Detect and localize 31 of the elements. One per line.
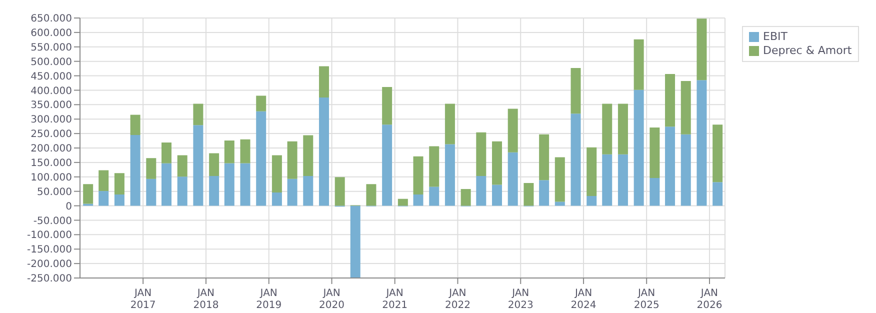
y-tick-label: 650.000 <box>30 14 72 25</box>
x-tick-label: JAN 2022 <box>445 288 470 311</box>
y-tick-label: 100.000 <box>30 172 72 184</box>
x-tick-label: JAN 2017 <box>130 288 156 311</box>
y-tick-label: 0 <box>66 201 72 212</box>
legend-label: Deprec & Amort <box>763 44 852 58</box>
x-tick-label: JAN 2024 <box>570 288 596 311</box>
legend-label: EBIT <box>763 30 788 44</box>
y-tick-label: 200.000 <box>30 144 72 155</box>
y-tick-label: -200.000 <box>27 259 72 270</box>
x-tick-label: JAN 2021 <box>382 288 408 311</box>
y-tick-label: -150.000 <box>27 244 72 256</box>
y-tick-label: 450.000 <box>30 71 72 82</box>
y-tick-label: -250.000 <box>27 274 72 285</box>
y-tick-label: 400.000 <box>30 86 72 97</box>
y-tick-label: 550.000 <box>30 42 72 54</box>
y-tick-label: 250.000 <box>30 129 72 140</box>
x-tick-label: JAN 2019 <box>256 288 282 311</box>
x-tick-label: JAN 2023 <box>508 288 534 311</box>
y-tick-label: 50.000 <box>37 186 72 198</box>
y-tick-label: 350.000 <box>30 100 72 112</box>
x-tick-label: JAN 2018 <box>193 288 219 311</box>
y-tick-label: 150.000 <box>30 158 72 169</box>
x-tick-label: JAN 2026 <box>696 288 722 311</box>
x-tick-label: JAN 2025 <box>634 288 660 311</box>
y-tick-label: -50.000 <box>33 216 72 227</box>
y-tick-label: 500.000 <box>30 56 72 68</box>
x-tick-label: JAN 2020 <box>319 288 344 311</box>
y-tick-label: -100.000 <box>27 230 72 242</box>
y-tick-label: 300.000 <box>30 114 72 126</box>
y-tick-label: 600.000 <box>30 28 72 39</box>
